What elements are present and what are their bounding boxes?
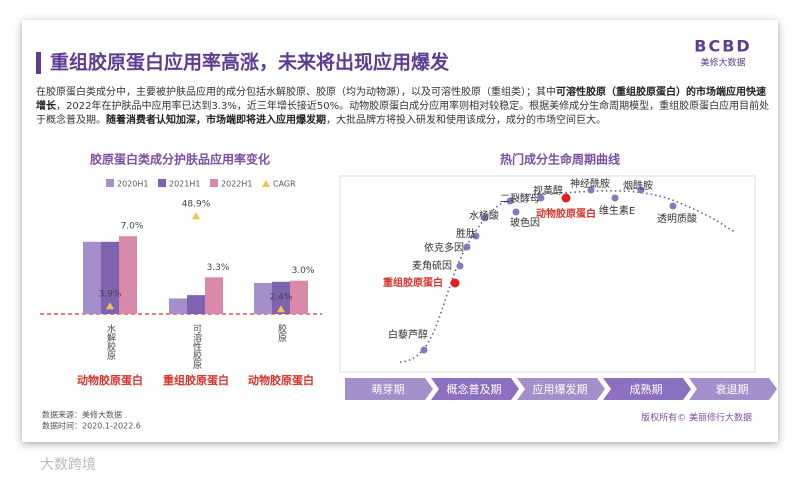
cagr-label: 48.9% [182,200,211,210]
legend-swatch [210,179,218,187]
stage-band [345,378,433,400]
bar-value-label: 3.3% [207,263,230,273]
lifecycle-node [450,278,460,288]
source: 数据来源：美修大数据 [42,410,122,420]
stage-label: 成熟期 [630,382,663,396]
stage-label: 应用爆发期 [533,382,588,396]
lifecycle-label: 玻色因 [510,216,540,229]
cagr-label: 2.4% [270,293,293,303]
category-label: 水解胶原 [105,323,116,360]
lifecycle-node [472,232,480,240]
lifecycle-label: 白藜芦醇 [388,328,428,341]
bar [119,236,137,314]
intro-segment: 在胶原蛋白类成分中，主要被护肤品应用的成分包括水解胶原、胶原（均为动物源），以及… [36,87,556,98]
stage-label: 概念普及期 [447,382,502,396]
lifecycle-node [512,208,520,216]
copyright: 版权所有© 美丽修行大数据 [641,412,752,424]
bar [187,295,205,314]
category-label: 胶原 [276,323,287,342]
cagr-marker [277,305,285,313]
cagr-marker [106,302,114,310]
bar [169,298,187,314]
legend-label: 2020H1 [117,180,148,189]
lifecycle-node [506,197,514,205]
period: 数据时间：2020.1-2022.6 [42,421,141,431]
lifecycle-node [637,186,645,194]
bar-chart-title: 胶原蛋白类成分护肤品应用率变化 [90,152,270,167]
legend-label: CAGR [273,180,296,189]
bar [205,277,223,314]
lifecycle-node [587,186,595,194]
stage-band [603,378,691,400]
legend-label: 2022H1 [221,180,252,189]
cagr-marker [192,212,200,220]
stage-label: 萌芽期 [372,382,405,396]
lifecycle-node [561,193,571,203]
legend-swatch [106,179,114,187]
intro-segment: ，大批品牌方将投入研发和使用该成分，成分的市场空间巨大。 [326,115,606,126]
category-group: 重组胶原蛋白 [163,373,229,387]
legend-label: 2021H1 [169,180,200,189]
lifecycle-label: 烟酰胺 [623,179,653,192]
stage-band [689,378,777,400]
bar [101,241,119,314]
lifecycle-label: 透明质酸 [657,212,697,225]
category-group: 动物胶原蛋白 [77,373,143,387]
stage-band [517,378,605,400]
logo-sub: 美修大数据 [700,57,745,69]
lifecycle-label: 麦角硫因 [412,259,452,272]
bar [83,241,101,314]
lifecycle-label: 水杨酸 [469,209,499,222]
intro-segment: ，2022年在护肤品中应用率已达到3.3%，近三年增长接近50%。动物胶原蛋白成… [36,101,770,126]
intro: 在胶原蛋白类成分中，主要被护肤品应用的成分包括水解胶原、胶原（均为动物源），以及… [36,86,771,128]
lifecycle-label: 神经酰胺 [570,177,610,190]
legend-marker [262,180,270,187]
bar-value-label: 3.0% [292,266,315,276]
lifecycle-node [456,262,464,270]
lifecycle-label: 视黄醇 [533,184,563,197]
lifecycle-node [463,243,471,251]
cagr-label: 3.9% [99,290,122,300]
lifecycle-label: 重组胶原蛋白 [383,276,443,289]
lifecycle-label: 动物胶原蛋白 [536,207,596,220]
lifecycle-curve [399,189,736,363]
lifecycle-node [481,214,489,222]
lifecycle-node [669,202,677,210]
lifecycle-frame [339,175,756,373]
title: 重组胶原蛋白应用率高涨，未来将出现应用爆发 [50,51,450,74]
lifecycle-node [537,194,545,202]
title-accent [36,52,41,74]
lifecycle-title: 热门成分生命周期曲线 [500,152,620,167]
intro-segment: 随着消费者认知加深，市场端即将进入应用爆发期 [106,115,326,126]
stage-band [431,378,519,400]
lifecycle-node [611,194,619,202]
bar [290,280,308,314]
lifecycle-label: 二裂酵母 [500,192,540,205]
logo: BCBD [694,37,751,56]
watermark: 大数跨境 [40,457,96,473]
category-label: 可溶性胶原 [191,324,202,369]
stage-label: 衰退期 [716,382,749,396]
category-group: 动物胶原蛋白 [248,373,314,387]
bar [272,281,290,314]
lifecycle-node [420,346,428,354]
lifecycle-label: 维生素E [599,204,635,217]
lifecycle-label: 胜肽 [456,227,476,240]
bar [254,282,272,314]
legend-swatch [158,179,166,187]
intro-segment: 可溶性胶原（重组胶原蛋白）的市场端应用快速增长 [36,87,766,112]
bar-value-label: 7.0% [121,222,144,232]
lifecycle-label: 依克多因 [424,241,464,254]
